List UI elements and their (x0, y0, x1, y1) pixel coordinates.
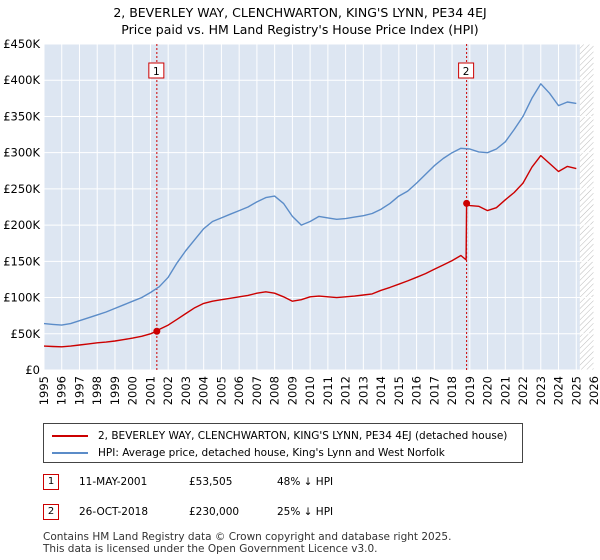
x-tick-label: 2008 (268, 376, 282, 405)
chart-subtitle: Price paid vs. HM Land Registry's House … (121, 22, 479, 37)
annotation-number: 2 (43, 504, 59, 520)
annotation-hpi-diff: 48% ↓ HPI (277, 476, 334, 488)
x-tick-label: 2011 (321, 376, 335, 405)
x-tick-label: 2017 (427, 376, 441, 405)
sale-point-marker (463, 199, 471, 207)
legend-swatch-hpi (52, 452, 88, 454)
x-tick-label: 2021 (498, 376, 512, 405)
legend-item-property: 2, BEVERLEY WAY, CLENCHWARTON, KING'S LY… (52, 428, 507, 444)
legend-label-hpi: HPI: Average price, detached house, King… (98, 447, 445, 459)
legend-item-hpi: HPI: Average price, detached house, King… (52, 445, 445, 461)
y-tick-label: £100K (3, 291, 40, 305)
x-tick-label: 2026 (587, 376, 600, 405)
x-tick-label: 2007 (250, 376, 264, 405)
y-tick-label: £300K (3, 146, 40, 160)
x-tick-label: 2003 (179, 376, 193, 405)
y-tick-label: £150K (3, 254, 40, 268)
annotation-number: 1 (43, 474, 59, 490)
y-tick-label: £350K (3, 109, 40, 123)
annotation-price: £53,505 (189, 476, 233, 488)
x-tick-label: 2025 (569, 376, 583, 405)
annotation-date: 11-MAY-2001 (79, 476, 148, 488)
annotation-date: 26-OCT-2018 (79, 506, 148, 518)
chart-title-block: 2, BEVERLEY WAY, CLENCHWARTON, KING'S LY… (0, 4, 600, 38)
y-tick-label: £0 (25, 363, 40, 377)
marker-label-box (148, 62, 165, 79)
chart-legend: 2, BEVERLEY WAY, CLENCHWARTON, KING'S LY… (43, 423, 523, 463)
x-tick-label: 2004 (197, 376, 211, 405)
x-tick-label: 2020 (481, 376, 495, 405)
future-region-hatch (579, 44, 594, 370)
x-tick-label: 2001 (143, 376, 157, 405)
x-tick-label: 2016 (410, 376, 424, 405)
x-tick-label: 2022 (516, 376, 530, 405)
x-tick-label: 2009 (285, 376, 299, 405)
price-chart: 1995 1996 1997 1998 1999 2000 2001 2002 2003 2004… (3, 37, 600, 405)
annotation-row-1: 1 11-MAY-2001 £53,505 48% ↓ HPI (43, 473, 333, 491)
x-tick-label: 2000 (126, 376, 140, 405)
x-tick-label: 1999 (108, 376, 122, 405)
marker-label-box (458, 62, 475, 79)
x-tick-label: 1997 (72, 376, 86, 405)
annotation-price: £230,000 (189, 506, 240, 518)
property-price-line (44, 154, 577, 348)
sale-point-marker (153, 327, 161, 335)
x-tick-label: 2005 (214, 376, 228, 405)
y-tick-label: £200K (3, 218, 40, 232)
legend-label-property: 2, BEVERLEY WAY, CLENCHWARTON, KING'S LY… (98, 430, 508, 442)
marker-label: 1 (153, 66, 160, 78)
legend-swatch-property (52, 435, 88, 437)
y-tick-label: £50K (11, 327, 41, 341)
x-tick-label: 1995 (37, 376, 51, 405)
x-tick-label: 2018 (445, 376, 459, 405)
x-tick-label: 2012 (339, 376, 353, 405)
x-tick-label: 2015 (392, 376, 406, 405)
x-tick-label: 2006 (232, 376, 246, 405)
x-tick-label: 1996 (55, 376, 69, 405)
y-tick-label: £250K (3, 182, 40, 196)
x-tick-label: 2014 (374, 376, 388, 405)
annotation-hpi-diff: 25% ↓ HPI (277, 506, 334, 518)
y-tick-label: £450K (3, 37, 40, 51)
x-tick-label: 2002 (161, 376, 175, 405)
hpi-line (44, 83, 577, 326)
chart-title: 2, BEVERLEY WAY, CLENCHWARTON, KING'S LY… (113, 5, 487, 20)
x-tick-label: 2023 (534, 376, 548, 405)
marker-label: 2 (463, 66, 470, 78)
y-tick-label: £400K (3, 73, 40, 87)
footer-line-1: Contains HM Land Registry data © Crown c… (43, 531, 452, 543)
footer-attribution: Contains HM Land Registry data © Crown c… (43, 531, 451, 555)
x-tick-label: 2019 (463, 376, 477, 405)
x-tick-label: 1998 (90, 376, 104, 405)
annotation-row-2: 2 26-OCT-2018 £230,000 25% ↓ HPI (43, 503, 333, 521)
x-tick-label: 2024 (552, 376, 566, 405)
plot-background (44, 44, 594, 370)
x-tick-label: 2013 (356, 376, 370, 405)
footer-line-2: This data is licensed under the Open Gov… (43, 543, 378, 555)
x-tick-label: 2010 (303, 376, 317, 405)
